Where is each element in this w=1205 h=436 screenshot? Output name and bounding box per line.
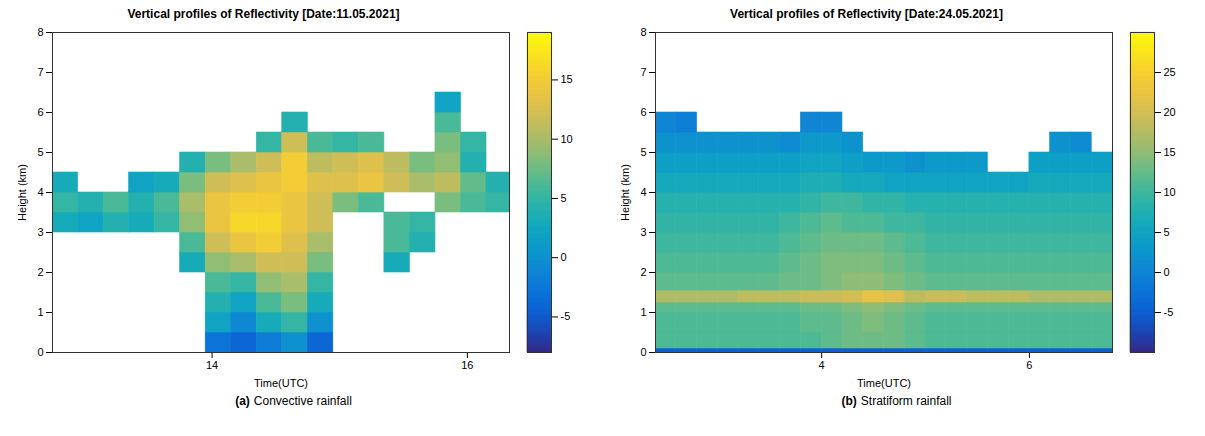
svg-text:4: 4 [37, 186, 43, 198]
svg-text:6: 6 [640, 106, 646, 118]
svg-text:10: 10 [1164, 186, 1176, 198]
svg-text:1: 1 [640, 306, 646, 318]
svg-text:0: 0 [640, 346, 646, 358]
svg-text:0: 0 [561, 251, 567, 263]
svg-text:-5: -5 [1164, 306, 1174, 318]
svg-text:0: 0 [37, 346, 43, 358]
svg-text:5: 5 [561, 192, 567, 204]
svg-text:7: 7 [37, 66, 43, 78]
svg-text:4: 4 [819, 359, 825, 371]
svg-text:7: 7 [640, 66, 646, 78]
svg-text:25: 25 [1164, 66, 1176, 78]
svg-text:8: 8 [640, 26, 646, 38]
svg-text:4: 4 [640, 186, 646, 198]
html-text:Vertical profiles of Reflectiv: Vertical profiles of Reflectivity [Date:… [127, 7, 400, 21]
html-text:(a) Convective rainfall: (a) Convective rainfall [235, 394, 352, 408]
svg-text:15: 15 [1164, 146, 1176, 158]
svg-text:Time(UTC): Time(UTC) [254, 377, 308, 389]
svg-text:5: 5 [1164, 226, 1170, 238]
svg-text:3: 3 [640, 226, 646, 238]
svg-text:1: 1 [37, 306, 43, 318]
svg-text:2: 2 [37, 266, 43, 278]
svg-text:2: 2 [640, 266, 646, 278]
svg-text:6: 6 [1026, 359, 1032, 371]
html-text:(b) Stratiform rainfall: (b) Stratiform rainfall [841, 394, 952, 408]
svg-text:15: 15 [561, 73, 573, 85]
html-text:Vertical profiles of Reflectiv: Vertical profiles of Reflectivity [Date:… [730, 7, 1003, 21]
svg-text:16: 16 [461, 359, 473, 371]
svg-text:-5: -5 [561, 310, 571, 322]
svg-text:6: 6 [37, 106, 43, 118]
svg-text:14: 14 [206, 359, 218, 371]
svg-text:Time(UTC): Time(UTC) [857, 377, 911, 389]
svg-text:10: 10 [561, 133, 573, 145]
svg-text:8: 8 [37, 26, 43, 38]
svg-text:Height (km): Height (km) [16, 164, 28, 221]
svg-text:5: 5 [37, 146, 43, 158]
svg-text:Height (km): Height (km) [619, 164, 631, 221]
svg-text:0: 0 [1164, 266, 1170, 278]
svg-text:3: 3 [37, 226, 43, 238]
svg-text:20: 20 [1164, 106, 1176, 118]
svg-text:5: 5 [640, 146, 646, 158]
